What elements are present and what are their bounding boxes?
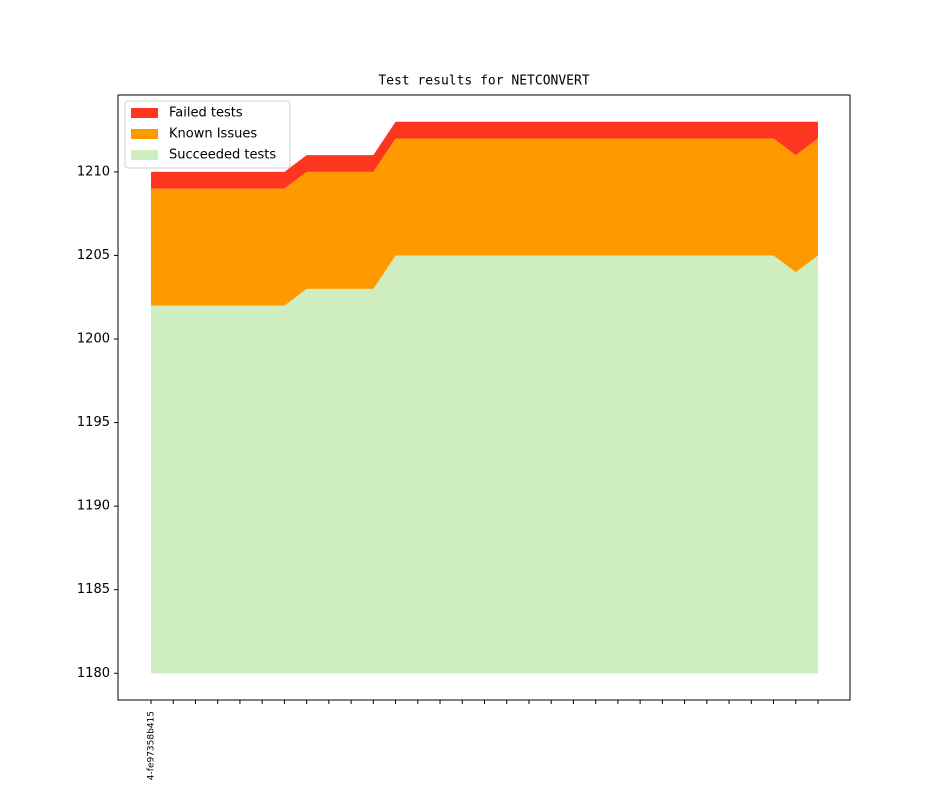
legend-label: Known Issues <box>169 127 257 142</box>
legend-swatch <box>131 108 158 118</box>
y-tick-label: 1205 <box>77 248 110 263</box>
y-tick-label: 1185 <box>77 582 110 597</box>
chart-title: Test results for NETCONVERT <box>378 74 589 89</box>
area <box>151 138 818 306</box>
legend: Failed tests Known Issues Succeeded tests <box>124 100 291 169</box>
y-tick-label: 1195 <box>77 415 110 430</box>
x-tick-label: 4-fe97358b415 <box>147 711 157 780</box>
y-tick-label: 1190 <box>77 499 110 514</box>
legend-swatch <box>131 150 158 160</box>
y-tick-label: 1180 <box>77 666 110 681</box>
y-tick-label: 1210 <box>77 164 110 179</box>
legend-label: Succeeded tests <box>169 148 276 163</box>
area <box>151 255 818 674</box>
area <box>151 121 818 189</box>
legend-label: Failed tests <box>169 106 243 121</box>
legend-box <box>124 100 291 169</box>
legend-swatch <box>131 129 158 139</box>
y-tick-label: 1200 <box>77 332 110 347</box>
